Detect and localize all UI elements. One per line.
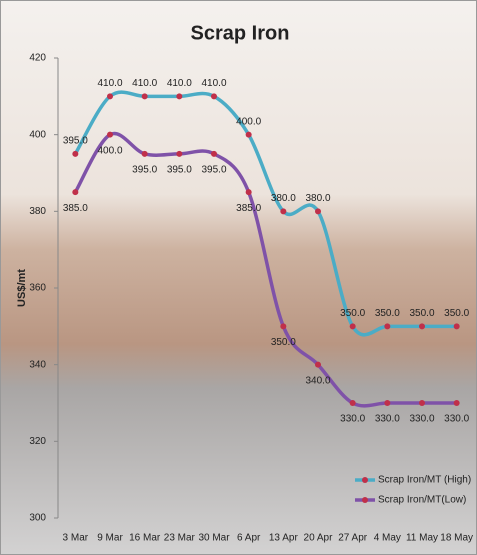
value-label: 395.0 [132, 164, 157, 175]
point-marker [453, 400, 460, 406]
x-tick-label: 4 May [374, 533, 401, 544]
legend-label: Scrap Iron/MT(Low) [378, 495, 466, 506]
value-label: 385.0 [63, 203, 88, 214]
y-tick-label: 340 [29, 359, 46, 370]
y-axis-label: US$/mt [16, 269, 28, 307]
value-label: 350.0 [409, 308, 434, 319]
value-label: 330.0 [409, 414, 434, 425]
value-label: 350.0 [444, 308, 469, 319]
value-label: 380.0 [271, 193, 296, 204]
y-tick-label: 300 [29, 513, 46, 524]
point-marker [315, 208, 321, 215]
point-marker [384, 323, 391, 330]
point-marker [72, 189, 79, 196]
value-label: 410.0 [167, 78, 192, 89]
value-label: 400.0 [97, 145, 122, 156]
point-marker [245, 189, 252, 196]
point-marker [315, 361, 321, 368]
value-label: 395.0 [167, 164, 192, 175]
value-label: 410.0 [97, 78, 122, 89]
value-label: 395.0 [63, 135, 88, 146]
y-tick-label: 360 [29, 283, 46, 294]
x-tick-label: 3 Mar [63, 533, 89, 544]
point-marker [349, 400, 356, 406]
value-label: 380.0 [305, 193, 330, 204]
value-label: 350.0 [271, 337, 296, 348]
y-tick-label: 420 [29, 53, 46, 64]
value-label: 330.0 [375, 414, 400, 425]
point-marker [349, 323, 356, 330]
point-marker [141, 93, 148, 100]
point-marker [107, 131, 113, 138]
x-tick-label: 11 May [406, 533, 438, 544]
value-label: 395.0 [201, 164, 226, 175]
value-label: 385.0 [236, 203, 261, 214]
point-marker [453, 323, 460, 330]
value-label: 330.0 [340, 414, 365, 425]
x-tick-label: 6 Apr [237, 533, 261, 544]
legend-label: Scrap Iron/MT (High) [378, 475, 471, 486]
point-marker [419, 400, 425, 406]
y-tick-label: 320 [29, 436, 46, 447]
value-label: 350.0 [340, 308, 365, 319]
value-label: 400.0 [236, 116, 261, 127]
x-tick-label: 30 Mar [198, 533, 230, 544]
chart-title: Scrap Iron [191, 22, 290, 44]
point-marker [211, 150, 217, 157]
value-label: 340.0 [305, 375, 330, 386]
point-marker [107, 93, 113, 100]
y-tick-label: 400 [29, 129, 46, 140]
value-label: 410.0 [132, 78, 157, 89]
point-marker [72, 150, 79, 157]
value-label: 350.0 [375, 308, 400, 319]
point-marker [245, 131, 252, 138]
x-tick-label: 18 May [440, 533, 473, 544]
x-tick-label: 16 Mar [129, 533, 161, 544]
y-tick-label: 380 [29, 206, 46, 217]
point-marker [280, 208, 287, 215]
point-marker [211, 93, 217, 100]
point-marker [419, 323, 425, 330]
point-marker [176, 150, 183, 157]
point-marker [141, 150, 148, 157]
point-marker [384, 400, 391, 406]
value-label: 410.0 [201, 78, 226, 89]
x-tick-label: 9 Mar [97, 533, 123, 544]
value-label: 330.0 [444, 414, 469, 425]
legend-marker [362, 477, 368, 483]
point-marker [280, 323, 287, 330]
legend-marker [362, 497, 368, 503]
x-tick-label: 13 Apr [269, 533, 299, 544]
x-tick-label: 20 Apr [304, 533, 334, 544]
x-tick-label: 27 Apr [338, 533, 368, 544]
point-marker [176, 93, 183, 100]
x-tick-label: 23 Mar [164, 533, 196, 544]
